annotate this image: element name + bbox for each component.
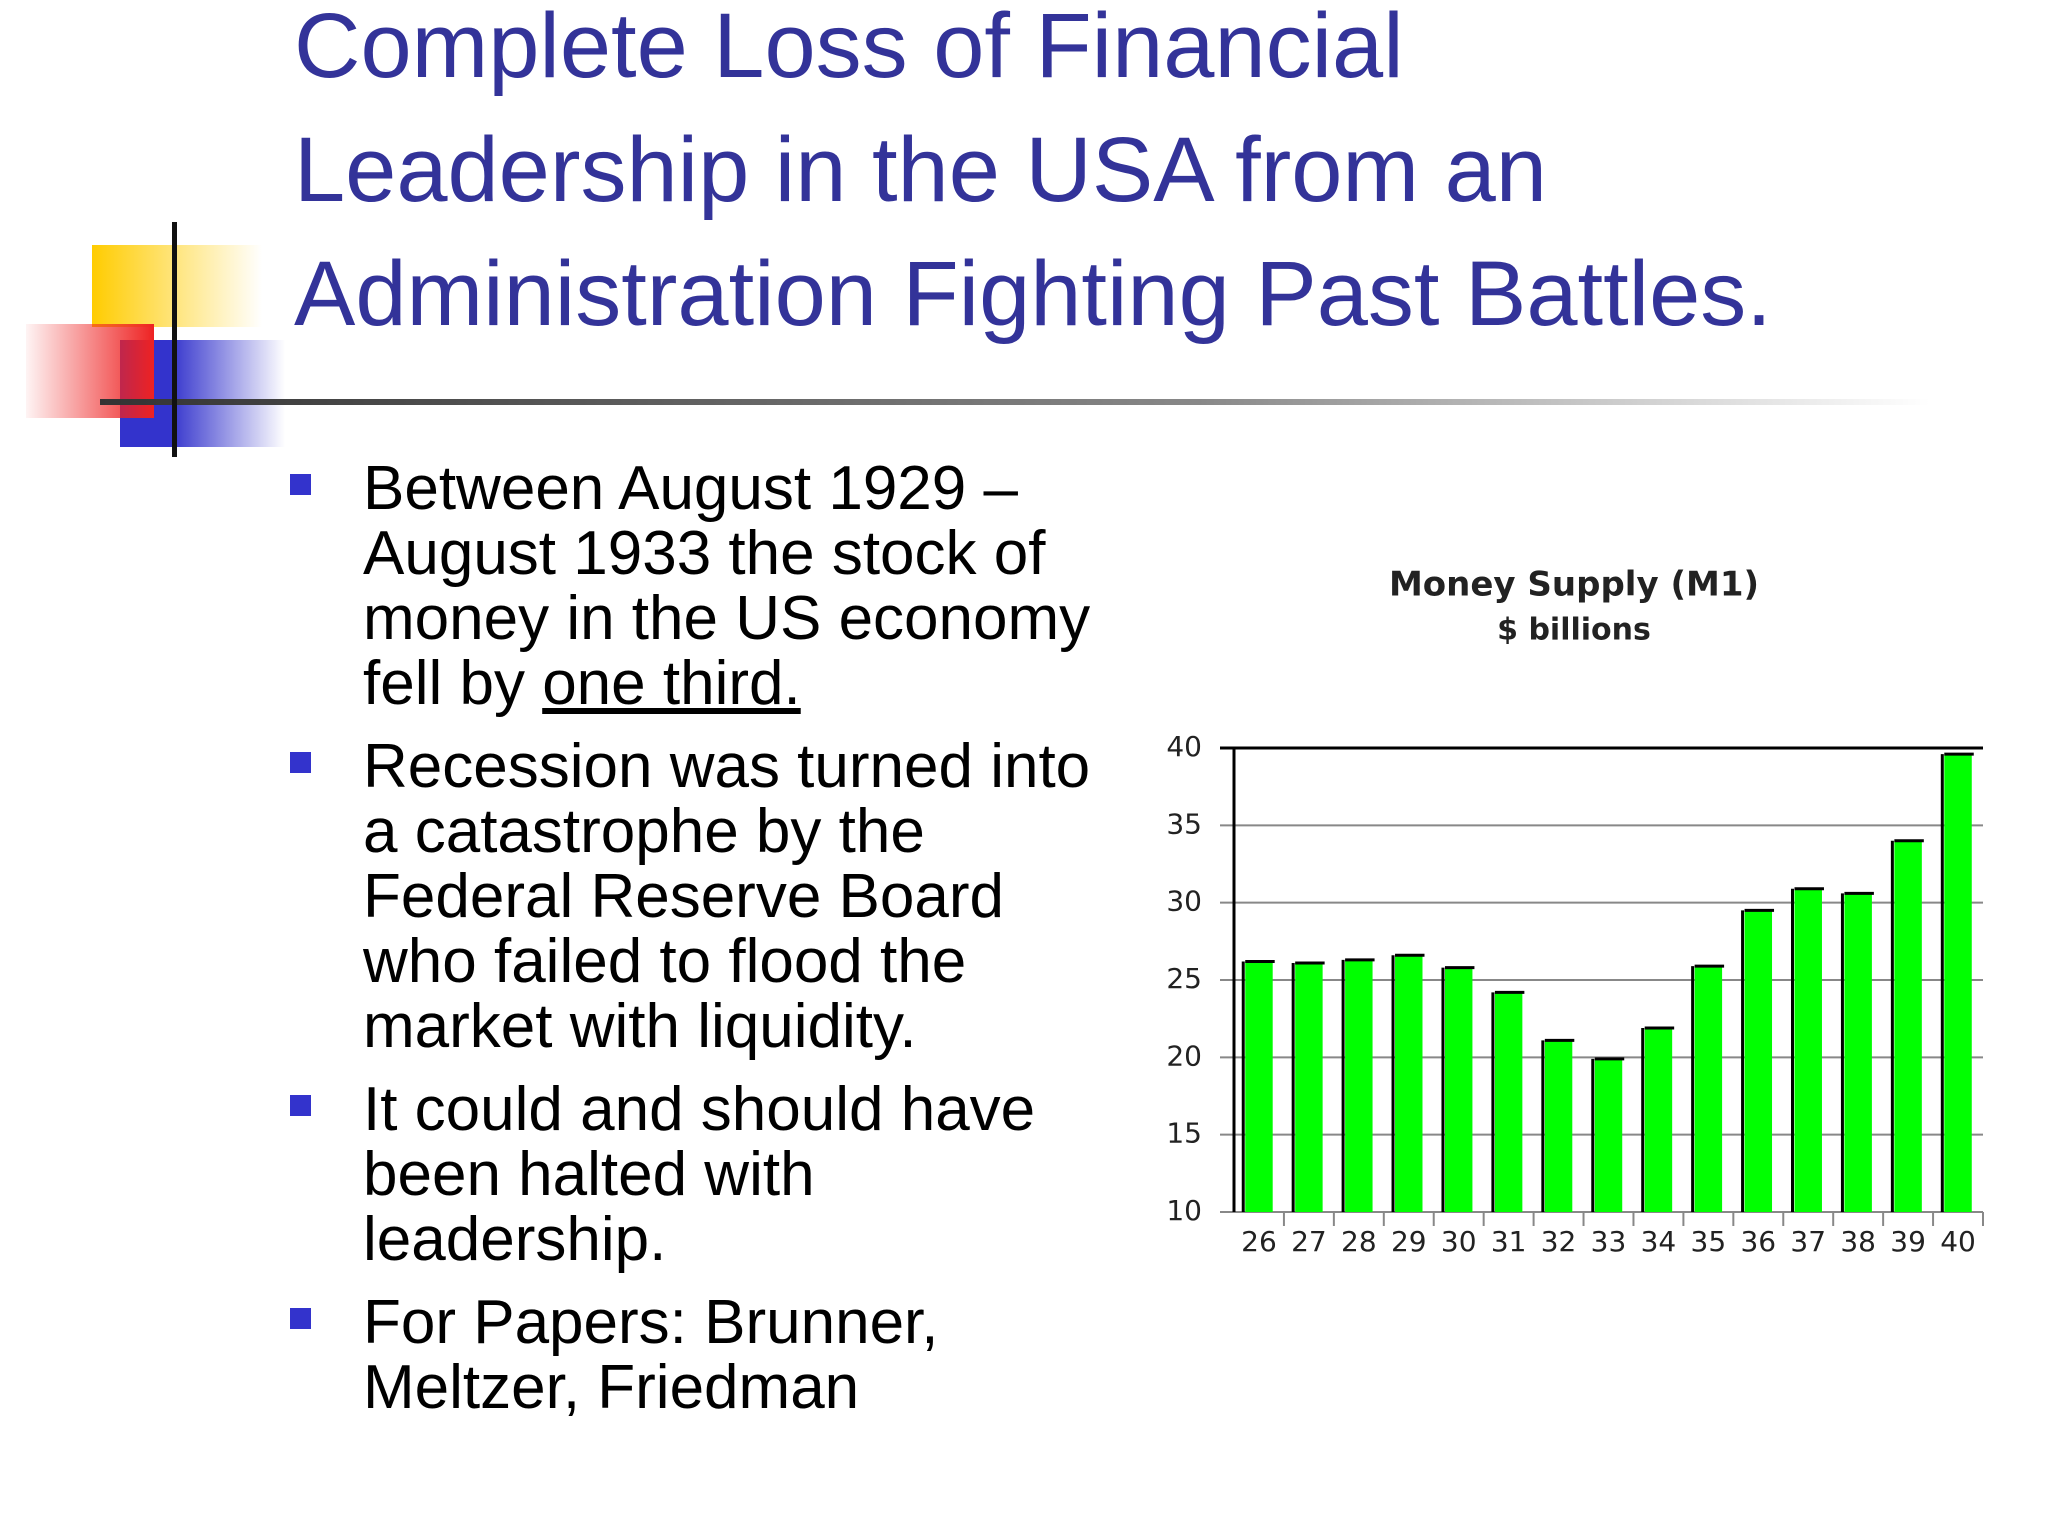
- bullet-list: Between August 1929 – August 1933 the st…: [290, 456, 1110, 1438]
- title-line: Administration Fighting Past Battles.: [294, 243, 1772, 345]
- x-tick-label: 32: [1541, 1225, 1577, 1258]
- bar: [1644, 1027, 1673, 1212]
- bullet: Between August 1929 – August 1933 the st…: [290, 456, 1110, 716]
- bar: [1295, 962, 1323, 1212]
- y-tick-label: 25: [1166, 962, 1202, 995]
- x-tick-label: 35: [1691, 1225, 1727, 1258]
- bullet-marker: [290, 1308, 311, 1329]
- bar: [1794, 888, 1822, 1212]
- title-line: Complete Loss of Financial: [294, 0, 1404, 97]
- x-tick-label: 30: [1441, 1225, 1477, 1258]
- title-line: Leadership in the USA from an: [294, 119, 1547, 221]
- y-tick-label: 40: [1166, 730, 1202, 763]
- bullet: It could and should have been halted wit…: [290, 1077, 1110, 1272]
- y-tick-label: 15: [1166, 1117, 1202, 1150]
- bar: [1444, 967, 1473, 1212]
- chart-subtitle: $ billions: [1497, 613, 1651, 648]
- bullet-marker: [290, 1095, 311, 1116]
- vertical-rule: [172, 222, 177, 457]
- bullet-text: For Papers: Brunner, Meltzer, Friedman: [363, 1288, 939, 1422]
- bar: [1844, 893, 1872, 1212]
- bullet: Recession was turned into a catastrophe …: [290, 734, 1110, 1059]
- x-tick-label: 27: [1291, 1225, 1327, 1258]
- y-tick-label: 35: [1166, 807, 1202, 840]
- x-tick-label: 28: [1341, 1225, 1377, 1258]
- title-rule: [100, 399, 1930, 405]
- bullet-text: Between August 1929 – August 1933 the st…: [363, 454, 1091, 718]
- bar: [1894, 840, 1922, 1212]
- x-tick-label: 40: [1940, 1225, 1976, 1258]
- y-tick-label: 20: [1166, 1039, 1202, 1072]
- x-tick-label: 34: [1641, 1225, 1677, 1258]
- bar: [1944, 754, 1972, 1212]
- bullet-text: Recession was turned into a catastrophe …: [363, 732, 1091, 1061]
- x-tick-label: 33: [1591, 1225, 1627, 1258]
- bullet-marker: [290, 752, 311, 773]
- bar: [1494, 992, 1523, 1212]
- x-tick-label: 31: [1491, 1225, 1527, 1258]
- y-tick-label: 30: [1166, 885, 1202, 918]
- x-tick-label: 29: [1391, 1225, 1427, 1258]
- bullet-emphasis: one third.: [542, 649, 801, 718]
- x-tick-label: 26: [1241, 1225, 1277, 1258]
- bullet-text: It could and should have been halted wit…: [363, 1075, 1036, 1274]
- bar: [1345, 959, 1373, 1212]
- chart-title: Money Supply (M1): [1389, 565, 1759, 605]
- bullet: For Papers: Brunner, Meltzer, Friedman: [290, 1290, 1110, 1420]
- x-tick-label: 37: [1790, 1225, 1826, 1258]
- bar: [1245, 961, 1273, 1212]
- bullet-marker: [290, 474, 311, 495]
- x-tick-label: 36: [1740, 1225, 1776, 1258]
- bar: [1395, 955, 1423, 1212]
- x-tick-label: 39: [1890, 1225, 1926, 1258]
- bar: [1744, 910, 1773, 1212]
- y-tick-label: 10: [1166, 1194, 1202, 1227]
- x-tick-label: 38: [1840, 1225, 1876, 1258]
- bar: [1594, 1058, 1623, 1212]
- bar: [1694, 966, 1723, 1212]
- bar: [1544, 1040, 1573, 1212]
